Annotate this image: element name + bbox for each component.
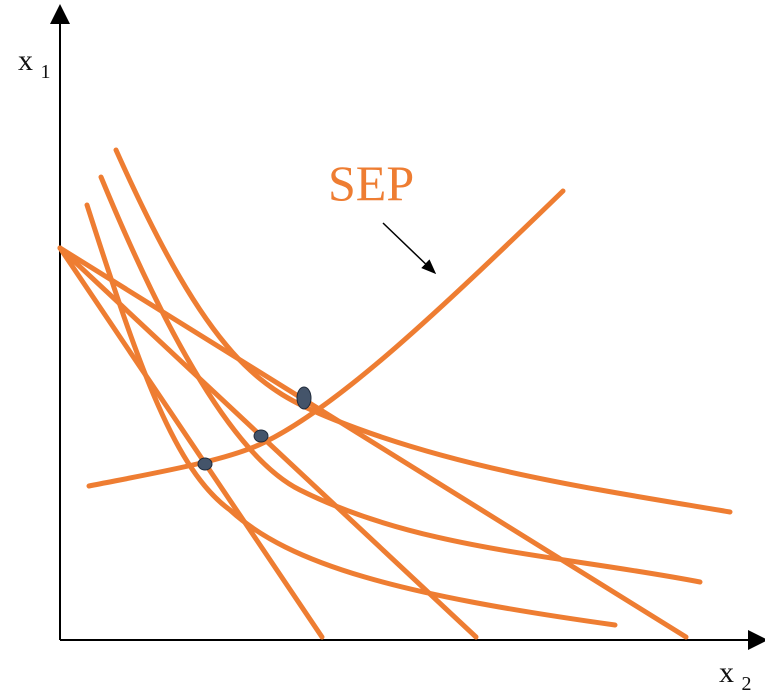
- indifference-curve-1: [84, 202, 618, 628]
- y-axis-label-sub: 1: [41, 61, 51, 83]
- indifference-curve-2: [98, 174, 703, 585]
- y-axis-label-main: x: [18, 44, 33, 77]
- sep-pointer-arrow: [382, 222, 437, 275]
- x-axis-label-main: x: [719, 656, 734, 689]
- tangency-point-2: [253, 429, 269, 443]
- tangency-point-3: [296, 386, 312, 410]
- tangency-points: [197, 386, 312, 471]
- budget-line-1: [57, 245, 325, 640]
- indifference-curve-3: [113, 147, 733, 515]
- tangency-point-1: [197, 457, 213, 471]
- x-axis-label: x 2: [719, 656, 752, 694]
- indifference-curves: [84, 147, 733, 628]
- sep-label: SEP: [328, 155, 414, 211]
- expansion-path-sep: [86, 188, 566, 489]
- x-axis-label-sub: 2: [742, 673, 752, 694]
- y-axis-label: x 1: [18, 44, 51, 83]
